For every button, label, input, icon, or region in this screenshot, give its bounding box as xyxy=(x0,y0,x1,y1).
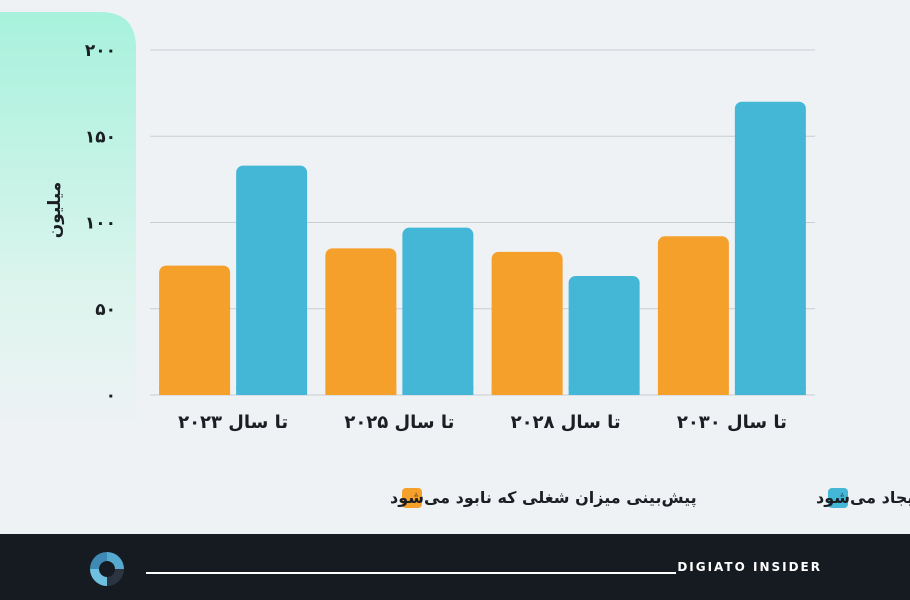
bar-base xyxy=(491,387,563,395)
bar-created-1 xyxy=(236,165,308,395)
chart: ۰ ۵۰ ۱۰۰ ۱۵۰ ۲۰۰ تا سال ۲۰۲۳ تا سال ۲۰۲۵ تا سا… xyxy=(0,12,910,508)
bar-base xyxy=(159,387,231,395)
bar-destroyed-2 xyxy=(325,248,397,395)
bar-created-4 xyxy=(734,101,806,395)
x-tick-label: تا سال ۲۰۲۳ xyxy=(178,412,288,433)
x-tick-label: تا سال ۲۰۳۰ xyxy=(677,412,787,433)
y-tick-label: ۱۰۰ xyxy=(85,214,116,234)
footer: DIGIATO INSIDER xyxy=(0,534,910,600)
bar-base xyxy=(236,387,308,395)
y-tick-label: ۵۰ xyxy=(95,300,116,320)
axis-panel xyxy=(0,12,136,430)
legend-swatch-created xyxy=(828,488,848,508)
bar-base xyxy=(325,387,397,395)
y-tick-label: ۲۰۰ xyxy=(85,41,116,61)
y-axis-label: میلیون xyxy=(45,182,65,239)
legend-label-created: پیش‌بینی میزان شغلی که ایجاد می‌شود xyxy=(816,488,910,508)
x-tick-label: تا سال ۲۰۲۵ xyxy=(344,412,454,433)
bar-created-2 xyxy=(402,227,474,395)
brand-name: DIGIATO INSIDER xyxy=(677,560,822,574)
bar-base xyxy=(734,387,806,395)
legend-label-destroyed: پیش‌بینی میزان شغلی که نابود می‌شود xyxy=(390,488,697,508)
y-tick-label: ۰ xyxy=(106,386,116,406)
bar-destroyed-3 xyxy=(491,251,563,395)
legend-swatch-destroyed xyxy=(402,488,422,508)
x-tick-label: تا سال ۲۰۲۸ xyxy=(511,412,621,433)
bar-base xyxy=(568,387,640,395)
footer-divider xyxy=(146,572,676,574)
bar-base xyxy=(657,387,729,395)
y-tick-label: ۱۵۰ xyxy=(85,127,116,147)
digiato-logo-icon xyxy=(90,552,124,586)
bar-destroyed-4 xyxy=(657,236,729,395)
bar-created-3 xyxy=(568,275,640,395)
bar-destroyed-1 xyxy=(159,265,231,395)
bar-base xyxy=(402,387,474,395)
